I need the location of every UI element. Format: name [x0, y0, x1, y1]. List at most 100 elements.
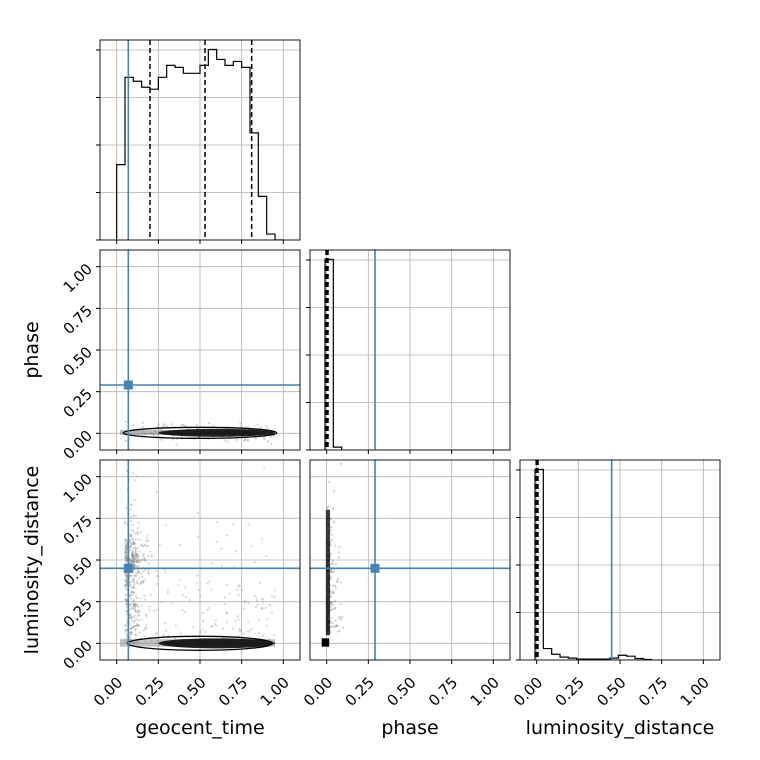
sample-point [124, 624, 127, 627]
sample-point [131, 552, 135, 555]
sample-point [180, 632, 183, 635]
sample-point [216, 521, 219, 524]
sample-point [223, 439, 226, 442]
sample-point [136, 537, 139, 541]
sample-point [124, 556, 127, 560]
sample-point [132, 591, 135, 594]
sample-point [141, 580, 144, 583]
sample-point [125, 576, 128, 579]
sample-point [329, 600, 332, 604]
scatter-points [123, 460, 277, 645]
sample-point [129, 597, 133, 600]
sample-point [165, 629, 168, 632]
sample-point [150, 555, 153, 559]
sample-point [129, 616, 132, 619]
sample-point [270, 611, 274, 614]
sample-point [263, 467, 266, 470]
sample-point [158, 543, 161, 546]
sample-point [272, 434, 275, 438]
sample-point [181, 608, 184, 611]
sample-point [221, 627, 225, 630]
sample-point [225, 534, 228, 537]
sample-point [132, 600, 135, 603]
sample-point [138, 561, 142, 564]
sample-point [134, 628, 138, 631]
sample-point [135, 603, 138, 607]
sample-point [124, 632, 127, 635]
sample-point [160, 600, 163, 603]
sample-point [130, 519, 133, 523]
sample-point [238, 628, 241, 631]
x-tick-label: 0.25 [552, 673, 588, 709]
sample-point [132, 560, 135, 563]
sample-point [273, 595, 276, 598]
sample-point [124, 579, 127, 582]
sample-point [142, 545, 145, 548]
sample-point [207, 422, 211, 425]
sample-point [136, 571, 139, 574]
sample-point [132, 607, 135, 610]
sample-point [226, 440, 229, 443]
sample-point [140, 544, 143, 547]
sample-point [223, 596, 227, 599]
sample-point [341, 615, 344, 619]
sample-point [124, 439, 127, 442]
sample-point [269, 435, 272, 438]
x-tick-label: 0.75 [635, 673, 671, 709]
sample-point [124, 520, 127, 523]
sample-point [135, 574, 138, 577]
y-tick-label: 0.25 [60, 595, 96, 631]
sample-point [134, 549, 137, 552]
sample-point [201, 628, 204, 631]
x-tick-label: 0.50 [383, 673, 419, 709]
sample-point [130, 627, 133, 630]
sample-point [132, 514, 136, 517]
sample-point [332, 591, 335, 595]
sample-point [184, 586, 187, 589]
sample-point [232, 523, 235, 526]
sample-point [124, 548, 127, 551]
sample-point [134, 553, 137, 556]
sample-point [171, 438, 174, 441]
sample-point [136, 532, 139, 535]
x-tick-label: 0.75 [425, 673, 461, 709]
sample-point [210, 562, 214, 565]
sample-point [234, 619, 237, 623]
y-tick-label: 1.00 [60, 470, 96, 506]
sample-point [130, 607, 133, 610]
contour-line [126, 635, 274, 651]
sample-point [131, 523, 135, 527]
sample-point [237, 634, 240, 637]
sample-point [131, 590, 134, 593]
sample-point [183, 610, 186, 613]
sample-point [201, 619, 204, 623]
sample-point [156, 583, 159, 586]
sample-point [125, 598, 128, 602]
panel-luminosity_distance-vs-geocent_time [96, 459, 301, 664]
sample-point [250, 545, 253, 548]
sample-point [342, 626, 345, 629]
sample-point [132, 541, 135, 544]
sample-point [326, 505, 330, 508]
sample-point [125, 603, 128, 606]
sample-point [143, 558, 146, 561]
sample-point [329, 570, 333, 573]
sample-point [130, 574, 133, 578]
density-core [325, 510, 330, 635]
sample-point [124, 547, 128, 550]
panel-luminosity_distance-vs-phase [309, 459, 511, 664]
sample-point [125, 629, 128, 632]
sample-point [124, 588, 127, 591]
sample-point [137, 554, 140, 557]
sample-point [125, 602, 128, 605]
sample-point [210, 588, 213, 591]
sample-point [132, 603, 136, 606]
sample-point [336, 579, 339, 582]
sample-point [137, 610, 140, 613]
sample-point [134, 624, 137, 627]
panel-content [100, 460, 300, 660]
sample-point [130, 586, 133, 590]
sample-point [334, 599, 337, 602]
sample-point [237, 593, 240, 596]
sample-point [136, 624, 139, 627]
